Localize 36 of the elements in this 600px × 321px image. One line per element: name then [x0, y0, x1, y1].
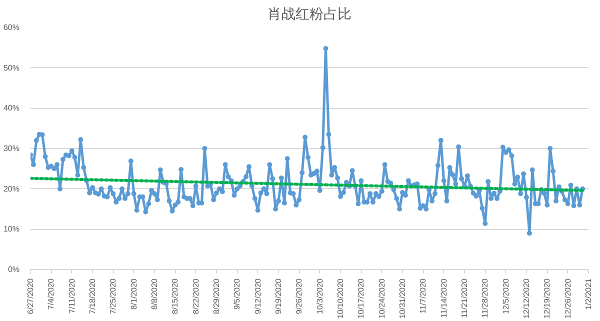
x-tick-label: 8/22/2020 [191, 278, 200, 314]
y-tick-label: 10% [3, 224, 20, 234]
x-tick-label: 9/12/2020 [253, 278, 262, 314]
y-tick-label: 0% [8, 265, 20, 274]
x-tick-label: 10/3/2020 [315, 278, 324, 314]
x-tick-label: 11/14/2020 [439, 278, 448, 318]
x-tick-label: 12/12/2020 [522, 278, 531, 319]
x-tick-label: 6/27/2020 [26, 278, 35, 314]
x-tick-label: 10/31/2020 [398, 278, 407, 319]
x-tick-label: 8/29/2020 [212, 278, 221, 314]
chart-title: 肖战红粉占比 [268, 6, 352, 22]
y-tick-label: 20% [3, 184, 20, 194]
x-tick-label: 8/15/2020 [170, 278, 180, 314]
y-tick-label: 30% [3, 144, 20, 153]
x-tick-label: 12/5/2020 [501, 278, 510, 314]
x-tick-label: 7/18/2020 [88, 278, 97, 314]
x-tick-label: 7/25/2020 [108, 278, 118, 314]
x-tick-label: 11/21/2020 [460, 278, 469, 318]
x-tick-label: 8/8/2020 [150, 278, 159, 310]
x-tick-label: 11/28/2020 [480, 278, 490, 318]
x-tick-label: 10/10/2020 [336, 278, 345, 319]
x-tick-label: 7/11/2020 [67, 278, 76, 314]
x-tick-label: 11/7/2020 [418, 278, 428, 314]
y-tick-label: 60% [3, 23, 20, 32]
x-tick-label: 9/5/2020 [232, 278, 242, 310]
x-tick-label: 8/1/2020 [129, 278, 138, 310]
x-tick-label: 7/4/2020 [46, 278, 56, 310]
x-tick-label: 10/17/2020 [356, 278, 366, 319]
y-tick-label: 50% [3, 63, 20, 72]
x-tick-label: 12/26/2020 [563, 278, 572, 319]
x-tick-label: 1/2/2021 [584, 278, 593, 310]
x-tick-label: 9/19/2020 [274, 278, 283, 314]
x-tick-label: 9/26/2020 [294, 278, 304, 314]
x-tick-label: 10/24/2020 [377, 278, 386, 319]
y-tick-label: 40% [3, 104, 20, 113]
x-tick-label: 12/19/2020 [542, 278, 552, 319]
